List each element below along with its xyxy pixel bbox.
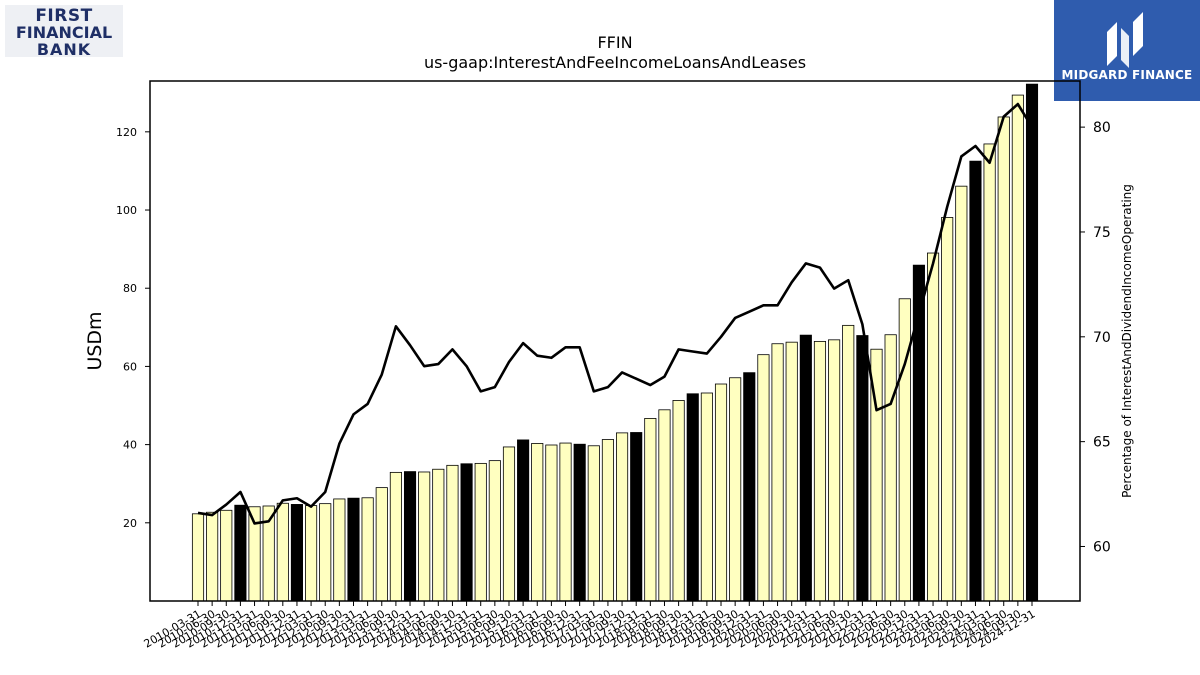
y-axis-left: 20 40 60 80 100 120 — [116, 126, 150, 530]
bar-2015-03-31 — [474, 462, 487, 602]
bar-2016-12-31 — [573, 443, 586, 602]
bar-2019-12-31 — [743, 372, 756, 602]
logo-line-2: FINANCIAL — [15, 23, 113, 42]
x-axis: 2010-03-312010-06-302010-09-302010-12-31… — [142, 601, 1038, 651]
bar-2020-03-31 — [757, 354, 770, 602]
y2-tick-label-75: 75 — [1093, 225, 1111, 241]
y2-tick-label-60: 60 — [1093, 539, 1111, 555]
bar-2024-12-31 — [1025, 83, 1039, 602]
bar-2017-03-31 — [587, 445, 600, 602]
bar-2021-12-31 — [856, 335, 869, 602]
line-series — [197, 102, 1034, 525]
y-tick-label-80: 80 — [123, 282, 137, 295]
bar-2012-09-30 — [333, 498, 346, 602]
bar-2018-12-31 — [686, 393, 699, 602]
bar-2012-03-31 — [305, 505, 318, 602]
midgard-finance-logo: MIDGARD FINANCE — [1054, 0, 1200, 101]
chart-subtitle: us-gaap:InterestAndFeeIncomeLoansAndLeas… — [424, 53, 806, 72]
bar-2017-09-30 — [616, 432, 629, 602]
y2-tick-label-80: 80 — [1093, 120, 1111, 136]
bar-2020-06-30 — [771, 343, 784, 602]
bar-2014-06-30 — [432, 468, 445, 602]
bar-2020-12-31 — [799, 334, 812, 602]
y-tick-label-120: 120 — [116, 126, 137, 139]
bar-2024-09-30 — [1011, 94, 1024, 602]
midgard-finance-name: MIDGARD FINANCE — [1061, 68, 1193, 82]
bar-2010-03-31 — [191, 513, 205, 602]
bar-2019-06-30 — [714, 383, 728, 602]
bar-2013-06-30 — [375, 487, 388, 602]
y-tick-label-60: 60 — [123, 360, 137, 373]
y-tick-label-20: 20 — [123, 517, 137, 530]
bar-2013-09-30 — [389, 471, 402, 602]
bar-2016-03-31 — [531, 443, 544, 602]
bar-2010-12-31 — [234, 504, 247, 602]
y-axis-right: 60 65 70 75 80 — [1080, 120, 1111, 555]
bar-2014-03-31 — [418, 471, 431, 602]
bar-2015-06-30 — [488, 460, 501, 602]
plot-frame — [149, 80, 1081, 602]
bar-2021-03-31 — [813, 340, 827, 602]
bar-2023-06-30 — [941, 217, 954, 602]
bar-2016-09-30 — [559, 442, 572, 602]
bar-2020-09-30 — [785, 341, 798, 602]
bar-2024-03-31 — [983, 143, 996, 602]
bar-2023-03-31 — [927, 252, 940, 602]
bar-2012-12-31 — [347, 497, 360, 602]
bar-2021-06-30 — [828, 339, 841, 602]
bar-2017-12-31 — [630, 432, 643, 602]
bar-series — [191, 83, 1039, 602]
y2-tick-label-70: 70 — [1093, 330, 1111, 346]
bar-2016-06-30 — [545, 444, 558, 602]
y2-tick-label-65: 65 — [1093, 435, 1111, 451]
y-tick-label-100: 100 — [116, 204, 137, 217]
bar-2024-06-30 — [997, 116, 1010, 602]
bar-2018-06-30 — [658, 409, 671, 602]
y2-axis-label: Percentage of InterestAndDividendIncomeO… — [1120, 184, 1134, 498]
bar-2018-03-31 — [644, 418, 657, 602]
bar-2022-06-30 — [884, 334, 897, 602]
logo-line-1: FIRST — [35, 6, 93, 26]
bar-2011-09-30 — [276, 502, 289, 602]
bar-2012-06-30 — [319, 503, 332, 602]
midgard-m-icon — [1107, 12, 1143, 68]
bar-2010-06-30 — [206, 511, 219, 602]
first-financial-bank-logo: FIRST FINANCIAL BANK — [5, 5, 123, 59]
y-tick-label-40: 40 — [123, 439, 137, 452]
bar-2014-12-31 — [460, 463, 473, 602]
bar-2017-06-30 — [601, 439, 614, 602]
bar-2015-09-30 — [502, 446, 516, 602]
bar-2013-03-31 — [361, 497, 374, 602]
bar-2022-09-30 — [898, 298, 911, 602]
bar-2021-09-30 — [842, 324, 855, 602]
bar-2013-12-31 — [403, 471, 417, 602]
y-axis-label: USDm — [84, 311, 106, 370]
bar-2023-09-30 — [955, 185, 968, 602]
chart-title: FFIN — [597, 33, 632, 52]
bar-2019-03-31 — [700, 392, 713, 602]
bar-2015-12-31 — [517, 439, 530, 602]
bar-2018-09-30 — [672, 400, 685, 602]
percentage-line — [197, 102, 1034, 525]
bar-2019-09-30 — [729, 377, 742, 602]
bar-2023-12-31 — [969, 160, 982, 602]
bar-2011-12-31 — [290, 504, 304, 602]
logo-line-3: BANK — [36, 40, 92, 59]
bar-2014-09-30 — [446, 464, 459, 602]
bar-2010-09-30 — [220, 509, 233, 602]
